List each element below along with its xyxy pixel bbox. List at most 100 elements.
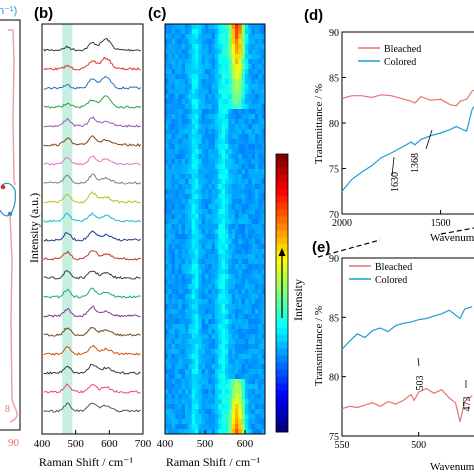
heatmap-cell [191, 244, 196, 250]
heatmap-cell [205, 179, 209, 185]
heatmap-cell [198, 414, 203, 420]
heatmap-cell [255, 284, 259, 290]
heatmap-cell [228, 234, 233, 240]
heatmap-cell [215, 134, 219, 140]
heatmap-cell [218, 349, 223, 355]
heatmap-cell [218, 184, 223, 190]
heatmap-cell [195, 214, 199, 220]
heatmap-cell [185, 404, 189, 410]
heatmap-cell [205, 294, 209, 300]
heatmap-cell [178, 39, 183, 45]
heatmap-cell [195, 239, 199, 245]
heatmap-cell [201, 399, 206, 405]
heatmap-cell [221, 104, 226, 110]
heatmap-cell [215, 259, 219, 265]
heatmap-cell [245, 429, 249, 435]
heatmap-cell [195, 209, 199, 215]
heatmap-cell [201, 64, 206, 70]
heatmap-cell [215, 324, 219, 330]
heatmap-cell [211, 239, 216, 245]
heatmap-cell [165, 204, 169, 210]
heatmap-cell [175, 249, 179, 255]
colorbar-segment [276, 425, 288, 433]
heatmap-cell [261, 164, 266, 170]
heatmap-cell [201, 194, 206, 200]
heatmap-cell [241, 219, 246, 225]
heatmap-cell [241, 344, 246, 350]
heatmap-cell [238, 359, 243, 365]
heatmap-cell [235, 234, 239, 240]
heatmap-cell [171, 344, 176, 350]
heatmap-cell [261, 249, 266, 255]
heatmap-cell [205, 99, 209, 105]
heatmap-cell [188, 369, 193, 375]
heatmap-cell [208, 334, 213, 340]
heatmap-cell [251, 264, 256, 270]
heatmap-cell [178, 264, 183, 270]
heatmap-cell [181, 114, 186, 120]
heatmap-cell [248, 194, 253, 200]
y-tick-label: 85 [329, 74, 339, 85]
heatmap-cell [165, 424, 169, 430]
heatmap-cell [201, 299, 206, 305]
heatmap-cell [261, 144, 266, 150]
heatmap-cell [248, 409, 253, 415]
heatmap-cell [178, 299, 183, 305]
heatmap-cell [175, 154, 179, 160]
heatmap-cell [211, 334, 216, 340]
heatmap-cell [188, 419, 193, 425]
heatmap-cell [175, 69, 179, 75]
heatmap-cell [211, 69, 216, 75]
heatmap-cell [175, 219, 179, 225]
heatmap-cell [245, 39, 249, 45]
heatmap-cell [185, 309, 189, 315]
heatmap-cell [178, 129, 183, 135]
heatmap-cell [231, 269, 236, 275]
heatmap-cell [191, 184, 196, 190]
heatmap-cell [258, 79, 263, 85]
heatmap-cell [245, 379, 249, 385]
heatmap-cell [185, 224, 189, 230]
heatmap-cell [228, 64, 233, 70]
heatmap-cell [211, 264, 216, 270]
colorbar-segment [276, 209, 288, 217]
heatmap-cell [195, 314, 199, 320]
heatmap-cell [175, 254, 179, 260]
heatmap-cell [185, 369, 189, 375]
heatmap-cell [171, 114, 176, 120]
heatmap-cell [205, 94, 209, 100]
heatmap-cell [225, 119, 229, 125]
heatmap-cell [215, 369, 219, 375]
heatmap-cell [171, 429, 176, 435]
left-fragment-curve-lower [9, 214, 18, 423]
heatmap-cell [188, 269, 193, 275]
heatmap-cell [211, 159, 216, 165]
heatmap-cell [191, 24, 196, 30]
heatmap-cell [198, 44, 203, 50]
heatmap-cell [191, 249, 196, 255]
heatmap-cell [201, 139, 206, 145]
heatmap-cell [208, 224, 213, 230]
heatmap-cell [191, 34, 196, 40]
heatmap-cell [248, 274, 253, 280]
heatmap-cell [231, 199, 236, 205]
heatmap-cell [211, 319, 216, 325]
heatmap-cell [211, 404, 216, 410]
heatmap-cell [175, 269, 179, 275]
heatmap-cell [165, 199, 169, 205]
heatmap-cell [201, 409, 206, 415]
heatmap-cell [205, 429, 209, 435]
heatmap-cell [245, 94, 249, 100]
heatmap-cell [255, 94, 259, 100]
heatmap-cell [248, 224, 253, 230]
heatmap-cell [241, 339, 246, 345]
heatmap-cell [215, 374, 219, 380]
heatmap-cell [205, 209, 209, 215]
heatmap-cell [218, 109, 223, 115]
heatmap-cell [245, 424, 249, 430]
heatmap-cell [195, 234, 199, 240]
heatmap-cell [248, 214, 253, 220]
heatmap-cell [188, 99, 193, 105]
